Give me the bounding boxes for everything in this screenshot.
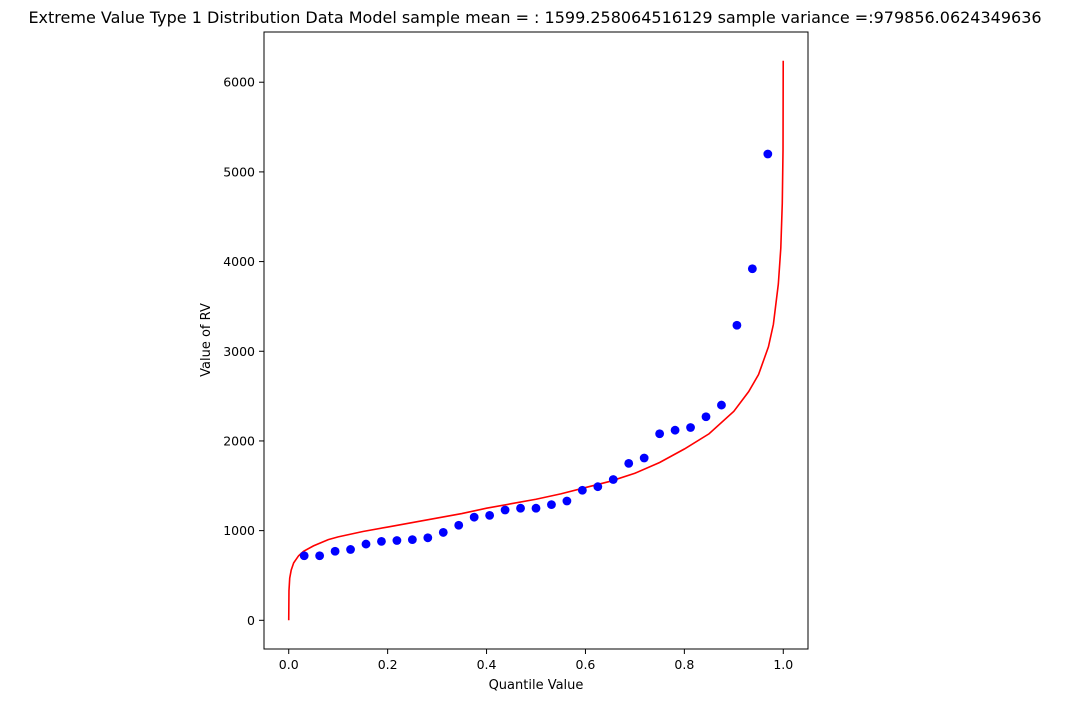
sample-point (732, 320, 742, 330)
sample-point (701, 412, 711, 422)
chart-title: Extreme Value Type 1 Distribution Data M… (28, 8, 1041, 27)
model-curve (287, 60, 785, 621)
sample-point (315, 551, 325, 561)
sample-point (516, 503, 525, 513)
sample-point (469, 512, 479, 522)
sample-point (670, 425, 680, 435)
sample-point (423, 533, 433, 543)
sample-point (547, 500, 556, 510)
y-tick-label: 2000 (223, 433, 255, 448)
y-tick-label: 4000 (223, 254, 255, 269)
sample-point (562, 496, 572, 506)
x-tick-label: 0.4 (477, 657, 497, 672)
sample-point (577, 485, 587, 495)
sample-point (531, 503, 541, 513)
x-tick-label: 1.0 (773, 657, 793, 672)
axes-frame (263, 31, 809, 650)
sample-point (454, 520, 464, 530)
sample-point (377, 536, 386, 546)
sample-point (608, 475, 618, 484)
x-tick-label: 0.8 (674, 657, 694, 672)
y-axis: 0 1000 2000 3000 4000 5000 6000 (223, 75, 264, 628)
y-tick-label: 6000 (223, 75, 255, 90)
sample-point (500, 505, 510, 515)
sample-point (299, 551, 309, 561)
y-tick-label: 3000 (223, 344, 255, 359)
sample-point (686, 423, 695, 432)
sample-points (299, 149, 773, 561)
y-tick-label: 5000 (223, 164, 255, 179)
x-axis-label: Quantile Value (489, 678, 584, 693)
sample-point (361, 539, 371, 549)
sample-point (639, 453, 649, 463)
sample-point (346, 545, 355, 554)
y-tick-label: 0 (247, 613, 255, 628)
x-tick-label: 0.2 (378, 657, 398, 672)
x-tick-label: 0.6 (576, 657, 596, 672)
x-axis: 0.0 0.2 0.4 0.6 0.8 1.0 (279, 649, 793, 672)
sample-point (593, 482, 603, 492)
sample-point (763, 149, 773, 159)
sample-point (438, 528, 448, 537)
y-axis-label: Value of RV (199, 303, 214, 377)
sample-point (392, 536, 402, 545)
sample-point (330, 546, 340, 556)
sample-point (485, 510, 495, 520)
x-tick-label: 0.0 (279, 657, 299, 672)
sample-point (655, 429, 665, 439)
sample-point (624, 458, 634, 468)
sample-point (717, 400, 726, 410)
sample-point (407, 535, 417, 544)
sample-point (747, 264, 757, 274)
plot-area (263, 31, 809, 650)
y-tick-label: 1000 (223, 523, 255, 538)
